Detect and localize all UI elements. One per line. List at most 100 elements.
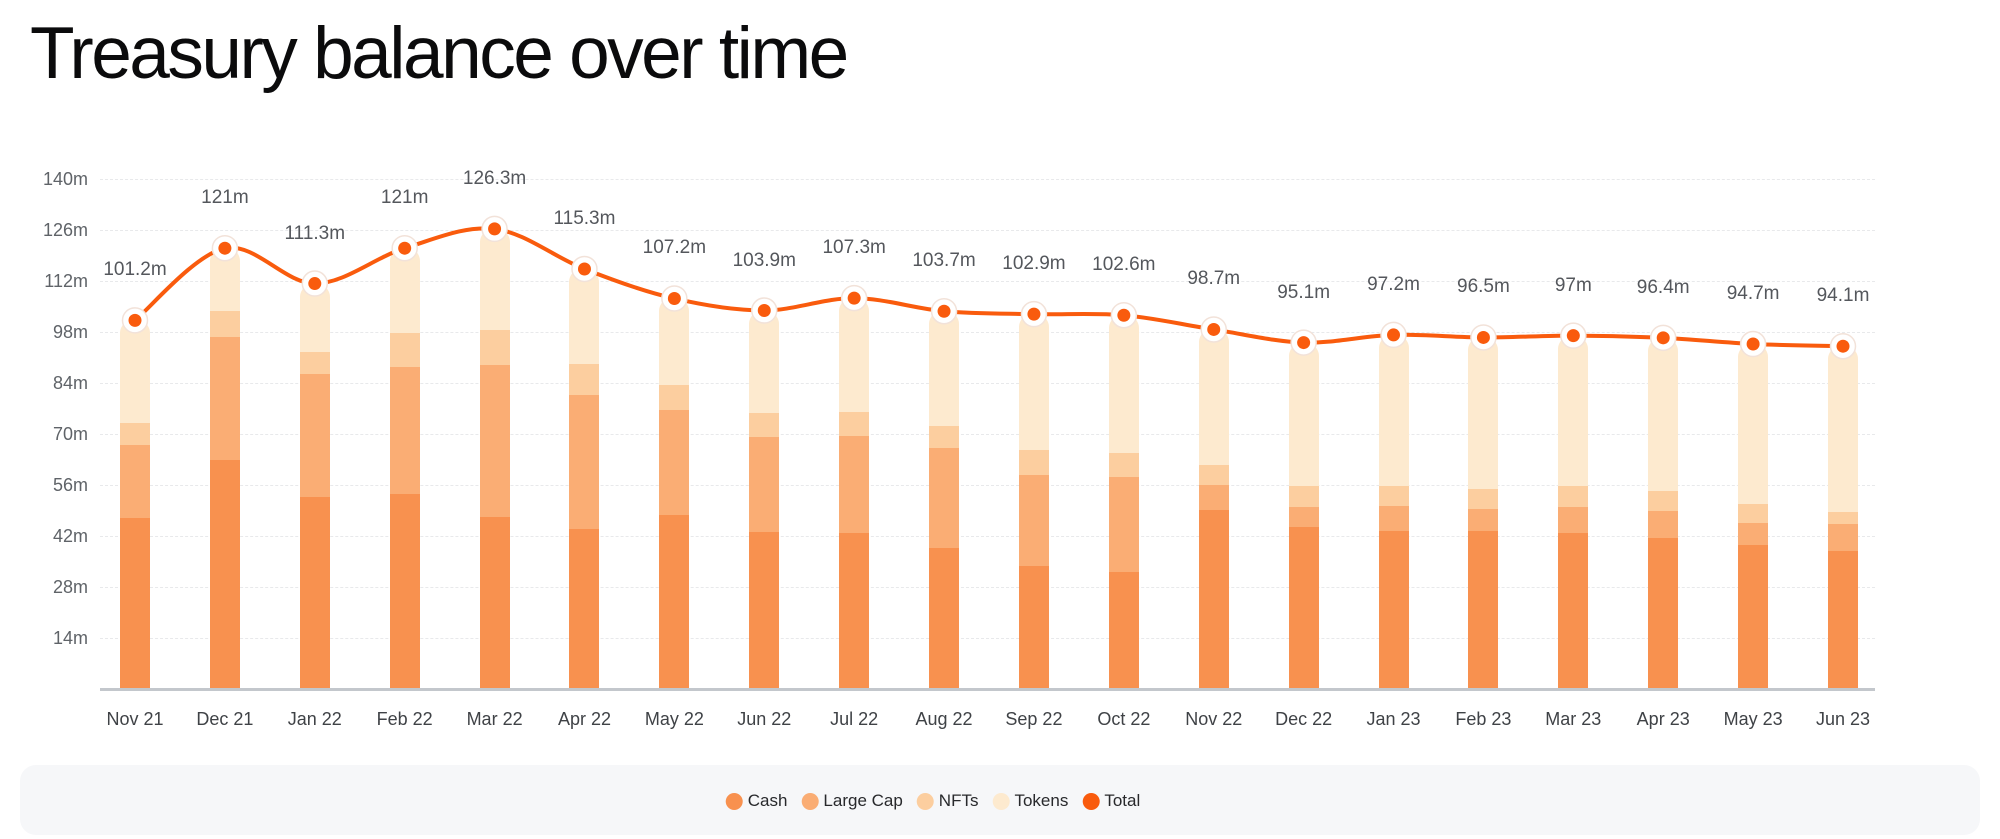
- bar-segment-large-cap[interactable]: [1648, 511, 1679, 539]
- bar-segment-cash[interactable]: [209, 460, 240, 689]
- bar-segment-tokens[interactable]: [1198, 329, 1229, 465]
- bar-segment-tokens[interactable]: [209, 248, 240, 312]
- bar-segment-cash[interactable]: [1558, 533, 1589, 689]
- bar-segment-nfts[interactable]: [839, 412, 870, 436]
- bar-segment-tokens[interactable]: [569, 268, 600, 364]
- legend-item-total[interactable]: Total: [1082, 791, 1140, 811]
- bar-segment-nfts[interactable]: [1198, 464, 1229, 485]
- bar-segment-nfts[interactable]: [929, 425, 960, 449]
- bar-segment-cash[interactable]: [1648, 538, 1679, 689]
- bar-segment-tokens[interactable]: [389, 248, 420, 334]
- bar-feb-23[interactable]: [1468, 337, 1499, 689]
- bar-segment-tokens[interactable]: [299, 283, 330, 353]
- bar-segment-tokens[interactable]: [659, 298, 690, 385]
- bar-apr-22[interactable]: [569, 268, 600, 689]
- bar-segment-cash[interactable]: [1738, 544, 1769, 689]
- bar-segment-cash[interactable]: [839, 533, 870, 689]
- legend-item-tokens[interactable]: Tokens: [992, 791, 1068, 811]
- bar-segment-tokens[interactable]: [1828, 346, 1858, 513]
- bar-segment-nfts[interactable]: [1468, 488, 1499, 510]
- bar-segment-cash[interactable]: [1378, 530, 1409, 689]
- bar-may-22[interactable]: [659, 298, 690, 689]
- bar-segment-nfts[interactable]: [1288, 486, 1319, 507]
- bar-segment-nfts[interactable]: [209, 311, 240, 338]
- bar-segment-large-cap[interactable]: [479, 364, 510, 518]
- bar-segment-large-cap[interactable]: [1738, 522, 1769, 545]
- bar-mar-23[interactable]: [1558, 335, 1589, 689]
- bar-segment-tokens[interactable]: [929, 311, 960, 426]
- bar-segment-nfts[interactable]: [479, 329, 510, 365]
- bar-segment-nfts[interactable]: [1648, 491, 1679, 512]
- bar-segment-tokens[interactable]: [1738, 344, 1769, 504]
- bar-jan-23[interactable]: [1378, 334, 1409, 689]
- bar-segment-nfts[interactable]: [659, 384, 690, 411]
- bar-oct-22[interactable]: [1108, 315, 1139, 689]
- bar-segment-nfts[interactable]: [389, 333, 420, 367]
- bar-segment-cash[interactable]: [120, 518, 150, 689]
- bar-segment-nfts[interactable]: [120, 423, 150, 445]
- bar-segment-large-cap[interactable]: [929, 448, 960, 548]
- bar-segment-large-cap[interactable]: [1378, 505, 1409, 531]
- bar-segment-tokens[interactable]: [1018, 314, 1049, 451]
- bar-segment-large-cap[interactable]: [209, 337, 240, 461]
- bar-segment-large-cap[interactable]: [1198, 484, 1229, 511]
- bar-segment-cash[interactable]: [929, 548, 960, 689]
- bar-segment-tokens[interactable]: [1558, 335, 1589, 487]
- bar-segment-nfts[interactable]: [299, 352, 330, 374]
- bar-segment-nfts[interactable]: [1108, 452, 1139, 477]
- legend-item-large-cap[interactable]: Large Cap: [801, 791, 903, 811]
- bar-segment-cash[interactable]: [389, 493, 420, 689]
- bar-nov-22[interactable]: [1198, 329, 1229, 689]
- bar-segment-large-cap[interactable]: [1468, 509, 1499, 532]
- bar-segment-tokens[interactable]: [749, 310, 780, 413]
- bar-segment-cash[interactable]: [569, 529, 600, 689]
- bar-segment-tokens[interactable]: [120, 320, 150, 424]
- bar-segment-tokens[interactable]: [1108, 315, 1139, 453]
- bar-segment-cash[interactable]: [659, 514, 690, 689]
- bar-segment-large-cap[interactable]: [839, 435, 870, 534]
- bar-segment-cash[interactable]: [1468, 531, 1499, 689]
- legend-item-nfts[interactable]: NFTs: [916, 791, 978, 811]
- bar-segment-large-cap[interactable]: [569, 394, 600, 530]
- bar-segment-tokens[interactable]: [1378, 334, 1409, 486]
- bar-sep-22[interactable]: [1018, 314, 1049, 689]
- bar-segment-large-cap[interactable]: [389, 366, 420, 494]
- bar-segment-nfts[interactable]: [749, 412, 780, 437]
- bar-dec-21[interactable]: [209, 248, 240, 689]
- legend-item-cash[interactable]: Cash: [725, 791, 787, 811]
- bar-segment-tokens[interactable]: [1648, 337, 1679, 492]
- bar-segment-tokens[interactable]: [1288, 342, 1319, 487]
- bar-segment-large-cap[interactable]: [120, 444, 150, 519]
- bar-segment-cash[interactable]: [299, 497, 330, 689]
- bar-segment-nfts[interactable]: [1828, 512, 1858, 524]
- bar-jan-22[interactable]: [299, 283, 330, 689]
- bar-segment-large-cap[interactable]: [299, 373, 330, 497]
- bar-apr-23[interactable]: [1648, 337, 1679, 689]
- bar-segment-tokens[interactable]: [1468, 337, 1499, 489]
- bar-segment-cash[interactable]: [479, 517, 510, 689]
- bar-segment-nfts[interactable]: [569, 363, 600, 395]
- bar-aug-22[interactable]: [929, 311, 960, 689]
- bar-segment-cash[interactable]: [1018, 566, 1049, 689]
- bar-feb-22[interactable]: [389, 248, 420, 689]
- bar-segment-large-cap[interactable]: [1108, 476, 1139, 573]
- bar-segment-large-cap[interactable]: [1558, 506, 1589, 534]
- bar-segment-tokens[interactable]: [839, 298, 870, 413]
- bar-segment-large-cap[interactable]: [1018, 474, 1049, 567]
- bar-segment-large-cap[interactable]: [1288, 506, 1319, 527]
- bar-jul-22[interactable]: [839, 298, 870, 689]
- bar-segment-nfts[interactable]: [1738, 503, 1769, 523]
- bar-segment-tokens[interactable]: [479, 228, 510, 330]
- bar-segment-large-cap[interactable]: [749, 436, 780, 533]
- bar-mar-22[interactable]: [479, 228, 510, 689]
- bar-segment-nfts[interactable]: [1378, 485, 1409, 506]
- bar-may-23[interactable]: [1738, 344, 1769, 689]
- bar-jun-22[interactable]: [749, 310, 780, 689]
- bar-segment-nfts[interactable]: [1558, 486, 1589, 507]
- bar-segment-cash[interactable]: [1288, 526, 1319, 689]
- bar-segment-nfts[interactable]: [1018, 450, 1049, 475]
- bar-segment-cash[interactable]: [1828, 551, 1858, 689]
- bar-jun-23[interactable]: [1828, 346, 1858, 689]
- bar-segment-cash[interactable]: [1198, 510, 1229, 689]
- bar-segment-cash[interactable]: [749, 532, 780, 689]
